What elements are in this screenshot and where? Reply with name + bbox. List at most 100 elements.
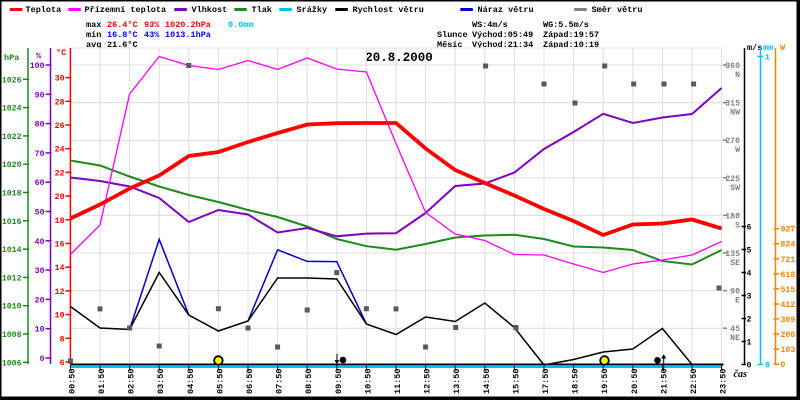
svg-text:18: 18 xyxy=(55,217,65,226)
svg-text:26: 26 xyxy=(55,122,65,131)
svg-text:20.8.2000: 20.8.2000 xyxy=(365,51,433,65)
svg-text:0: 0 xyxy=(40,355,45,364)
svg-text:03:50: 03:50 xyxy=(156,369,166,395)
svg-text:721: 721 xyxy=(781,256,796,265)
svg-text:17:50: 17:50 xyxy=(541,369,551,395)
svg-text:Teplota: Teplota xyxy=(26,5,62,15)
svg-text:270: 270 xyxy=(725,137,740,146)
svg-text:S: S xyxy=(735,221,740,230)
svg-text:avg: avg xyxy=(86,40,101,50)
svg-text:06:50: 06:50 xyxy=(245,369,255,395)
svg-text:0: 0 xyxy=(765,362,770,371)
svg-text:24: 24 xyxy=(55,146,65,155)
svg-text:10:50: 10:50 xyxy=(363,369,373,395)
svg-text:22:50: 22:50 xyxy=(689,369,699,395)
svg-text:30: 30 xyxy=(35,267,45,276)
svg-text:Západ:10:19: Západ:10:19 xyxy=(543,40,599,50)
svg-text:180: 180 xyxy=(725,212,740,221)
svg-text:20: 20 xyxy=(55,193,65,202)
svg-text:45: 45 xyxy=(730,325,740,334)
svg-text:0: 0 xyxy=(781,361,786,370)
svg-text:14:50: 14:50 xyxy=(482,369,492,395)
svg-text:23:50: 23:50 xyxy=(719,369,729,395)
svg-text:WG:5.5m/s: WG:5.5m/s xyxy=(543,20,589,30)
svg-text:Směr větru: Směr větru xyxy=(592,5,643,15)
svg-text:80: 80 xyxy=(35,121,45,130)
svg-text:02:50: 02:50 xyxy=(127,369,137,395)
svg-text:1026: 1026 xyxy=(2,76,22,85)
svg-text:Západ:19:57: Západ:19:57 xyxy=(543,30,599,40)
svg-text:927: 927 xyxy=(781,226,796,235)
svg-text:21.6°C: 21.6°C xyxy=(107,40,138,50)
svg-text:135: 135 xyxy=(725,250,740,259)
svg-text:19:50: 19:50 xyxy=(600,369,610,395)
svg-text:90: 90 xyxy=(35,91,45,100)
svg-text:103: 103 xyxy=(781,346,796,355)
svg-text:16: 16 xyxy=(55,241,65,250)
svg-text:1020.2hPa: 1020.2hPa xyxy=(165,20,211,30)
svg-text:1022: 1022 xyxy=(2,133,22,142)
svg-text:20: 20 xyxy=(35,296,45,305)
svg-text:Měsíc: Měsíc xyxy=(437,40,463,50)
svg-text:28: 28 xyxy=(55,98,65,107)
svg-text:W: W xyxy=(735,146,740,155)
svg-text:1: 1 xyxy=(747,339,752,348)
svg-text:15:50: 15:50 xyxy=(511,369,521,395)
svg-text:1010: 1010 xyxy=(2,303,22,312)
svg-text:WS:4m/s: WS:4m/s xyxy=(472,20,508,30)
svg-text:309: 309 xyxy=(781,316,796,325)
svg-text:09:50: 09:50 xyxy=(334,369,344,395)
svg-text:412: 412 xyxy=(781,301,796,310)
svg-text:Tlak: Tlak xyxy=(252,5,272,15)
svg-text:618: 618 xyxy=(781,271,796,280)
svg-text:max: max xyxy=(86,20,101,30)
svg-text:00:50: 00:50 xyxy=(67,369,77,395)
svg-text:60: 60 xyxy=(35,179,45,188)
svg-text:4: 4 xyxy=(747,270,752,279)
svg-text:225: 225 xyxy=(725,175,740,184)
svg-text:04:50: 04:50 xyxy=(186,369,196,395)
svg-text:07:50: 07:50 xyxy=(275,369,285,395)
svg-text:1014: 1014 xyxy=(2,246,22,255)
svg-text:Vlhkost: Vlhkost xyxy=(192,5,228,15)
svg-text:m/s: m/s xyxy=(747,43,762,53)
svg-text:26.4°C: 26.4°C xyxy=(107,20,138,30)
svg-text:hPa: hPa xyxy=(4,53,19,63)
svg-text:20:50: 20:50 xyxy=(630,369,640,395)
svg-text:6: 6 xyxy=(747,224,752,233)
svg-text:Přízemní teplota: Přízemní teplota xyxy=(85,5,167,15)
svg-text:1012: 1012 xyxy=(2,274,22,283)
svg-text:1013.1hPa: 1013.1hPa xyxy=(165,30,211,40)
svg-text:%: % xyxy=(36,51,42,61)
svg-text:0.0mm: 0.0mm xyxy=(228,20,254,30)
svg-text:min: min xyxy=(86,30,101,40)
svg-text:5: 5 xyxy=(747,247,752,256)
svg-text:Slunce: Slunce xyxy=(437,30,468,40)
svg-text:50: 50 xyxy=(35,209,45,218)
svg-text:824: 824 xyxy=(781,241,796,250)
svg-text:NE: NE xyxy=(730,334,740,343)
svg-text:Rychlost větru: Rychlost větru xyxy=(353,5,424,15)
svg-text:21:50: 21:50 xyxy=(659,369,669,395)
svg-text:08:50: 08:50 xyxy=(304,369,314,395)
svg-text:43%: 43% xyxy=(144,30,160,40)
svg-text:100: 100 xyxy=(30,62,45,71)
svg-text:1024: 1024 xyxy=(2,105,22,114)
svg-text:Východ:05:49: Východ:05:49 xyxy=(472,30,533,40)
svg-text:10: 10 xyxy=(35,326,45,335)
svg-text:515: 515 xyxy=(781,286,796,295)
svg-text:16.8°C: 16.8°C xyxy=(107,30,138,40)
svg-text:14: 14 xyxy=(55,264,65,273)
svg-text:SE: SE xyxy=(730,259,740,268)
svg-text:1016: 1016 xyxy=(2,218,22,227)
svg-text:05:50: 05:50 xyxy=(215,369,225,395)
svg-text:206: 206 xyxy=(781,331,796,340)
svg-text:1020: 1020 xyxy=(2,161,22,170)
svg-text:Náraz větru: Náraz větru xyxy=(478,5,534,15)
svg-text:360: 360 xyxy=(725,62,740,71)
svg-text:1008: 1008 xyxy=(2,331,22,340)
svg-text:90: 90 xyxy=(730,288,740,297)
svg-text:čas: čas xyxy=(734,369,747,380)
svg-text:6: 6 xyxy=(60,359,65,368)
svg-text:°C: °C xyxy=(56,48,66,58)
